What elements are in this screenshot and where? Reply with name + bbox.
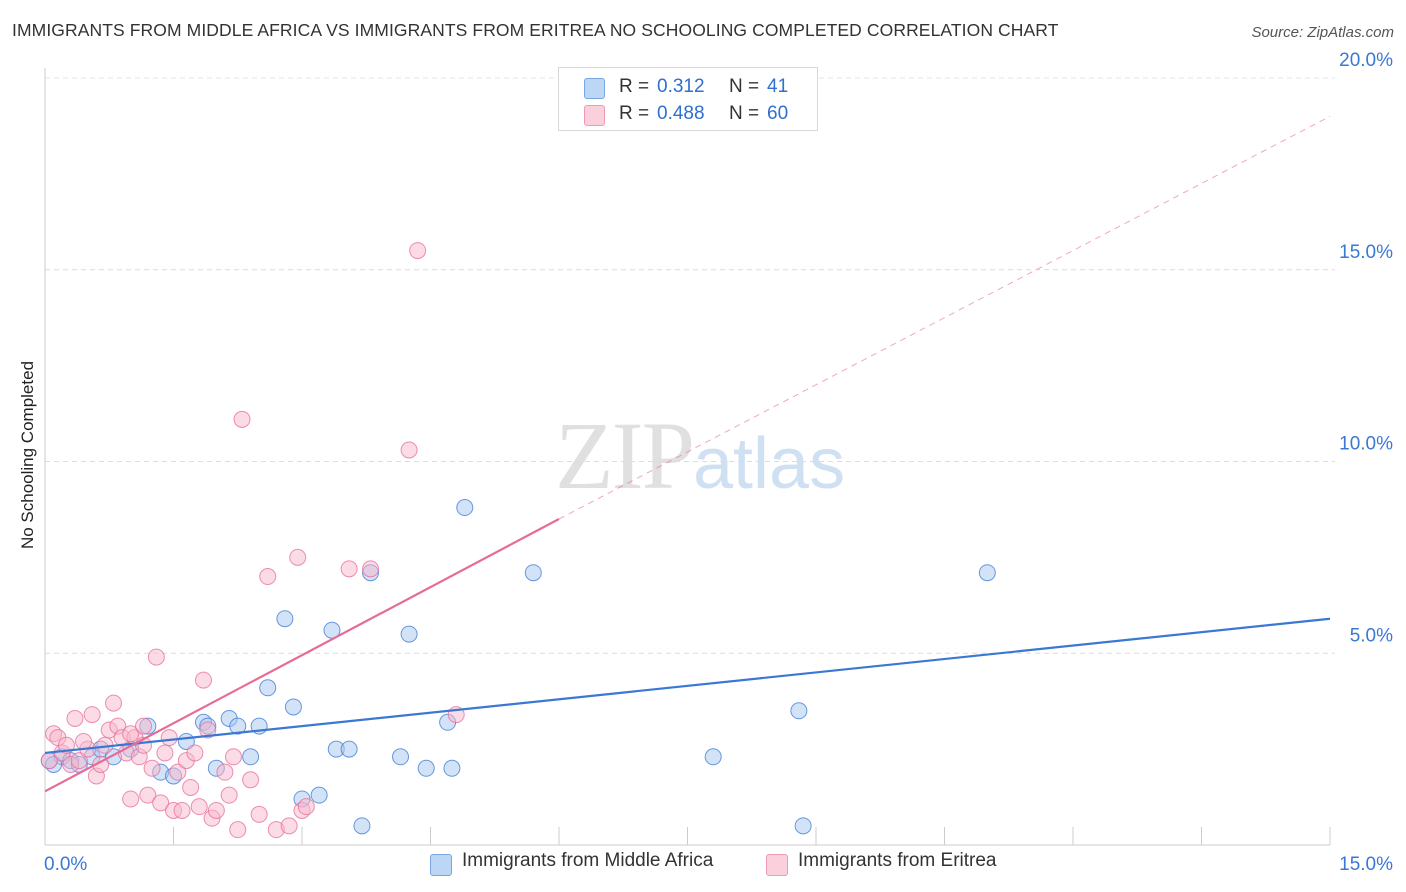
point-eritrea [207,801,225,819]
point-eritrea [340,560,358,578]
point-eritrea [259,568,277,586]
point-middle-africa [790,702,808,720]
point-eritrea [216,763,234,781]
point-eritrea [122,790,140,808]
point-eritrea [224,748,242,766]
point-eritrea [135,717,153,735]
legend-n-value: 60 [767,103,789,124]
point-middle-africa [259,679,277,697]
point-eritrea [160,729,178,747]
point-eritrea [66,709,84,727]
point-eritrea [105,694,123,712]
point-middle-africa [417,759,435,777]
point-eritrea [409,242,427,260]
legend-r-label: R = [619,103,650,124]
point-eritrea [194,671,212,689]
point-middle-africa [353,817,371,835]
legend-r-value: 0.312 [657,76,705,97]
legend-n-value: 41 [767,76,789,97]
legend-n-label: N = [729,76,760,97]
watermark: ZIPatlas [555,400,845,511]
point-eritrea [147,648,165,666]
x-tick-label: 0.0% [44,854,87,875]
point-eritrea [139,786,157,804]
point-eritrea [190,798,208,816]
point-middle-africa [392,748,410,766]
point-eritrea [70,752,88,770]
point-eritrea [242,771,260,789]
legend-swatch-middle-africa [584,78,605,99]
legend-swatch-middle-africa [430,854,452,876]
point-middle-africa [400,625,418,643]
point-eritrea [297,798,315,816]
point-eritrea [280,817,298,835]
point-eritrea [233,410,251,428]
legend-label-eritrea: Immigrants from Eritrea [798,850,997,871]
watermark-zip: ZIP [555,402,695,509]
trendline-eritrea [44,518,560,793]
point-middle-africa [284,698,302,716]
legend-stats: R = 0.312 N = 41 R = 0.488 N = 60 [558,67,818,131]
y-tick-label: 10.0% [1339,434,1393,455]
point-eritrea [289,548,307,566]
point-eritrea [182,778,200,796]
legend-swatch-eritrea [766,854,788,876]
point-middle-africa [276,610,294,628]
point-eritrea [229,821,247,839]
point-middle-africa [229,717,247,735]
source-label: Source: ZipAtlas.com [1251,24,1394,41]
point-eritrea [186,744,204,762]
point-eritrea [152,794,170,812]
point-eritrea [75,732,93,750]
point-eritrea [143,759,161,777]
point-middle-africa [524,564,542,582]
y-tick-label: 5.0% [1350,625,1393,646]
trend-extension-eritrea [558,115,1331,520]
point-eritrea [122,725,140,743]
point-eritrea [83,706,101,724]
x-tick-label: 15.0% [1339,854,1393,875]
legend-n-label: N = [729,103,760,124]
point-eritrea [169,763,187,781]
chart-title: IMMIGRANTS FROM MIDDLE AFRICA VS IMMIGRA… [12,20,1059,40]
point-eritrea [156,744,174,762]
y-tick-label: 20.0% [1339,50,1393,71]
point-eritrea [173,801,191,819]
legend-label-middle-africa: Immigrants from Middle Africa [462,850,714,871]
point-middle-africa [340,740,358,758]
point-middle-africa [704,748,722,766]
watermark-atlas: atlas [693,424,846,504]
point-eritrea [362,560,380,578]
point-middle-africa [978,564,996,582]
point-eritrea [250,805,268,823]
legend-swatch-eritrea [584,105,605,126]
point-eritrea [400,441,418,459]
point-middle-africa [242,748,260,766]
point-middle-africa [794,817,812,835]
point-middle-africa [310,786,328,804]
legend-r-label: R = [619,76,650,97]
point-eritrea [199,721,217,739]
trendline-middle-africa [44,617,1331,755]
point-middle-africa [456,499,474,517]
point-middle-africa [443,759,461,777]
legend-r-value: 0.488 [657,103,705,124]
point-eritrea [220,786,238,804]
y-tick-label: 15.0% [1339,242,1393,263]
